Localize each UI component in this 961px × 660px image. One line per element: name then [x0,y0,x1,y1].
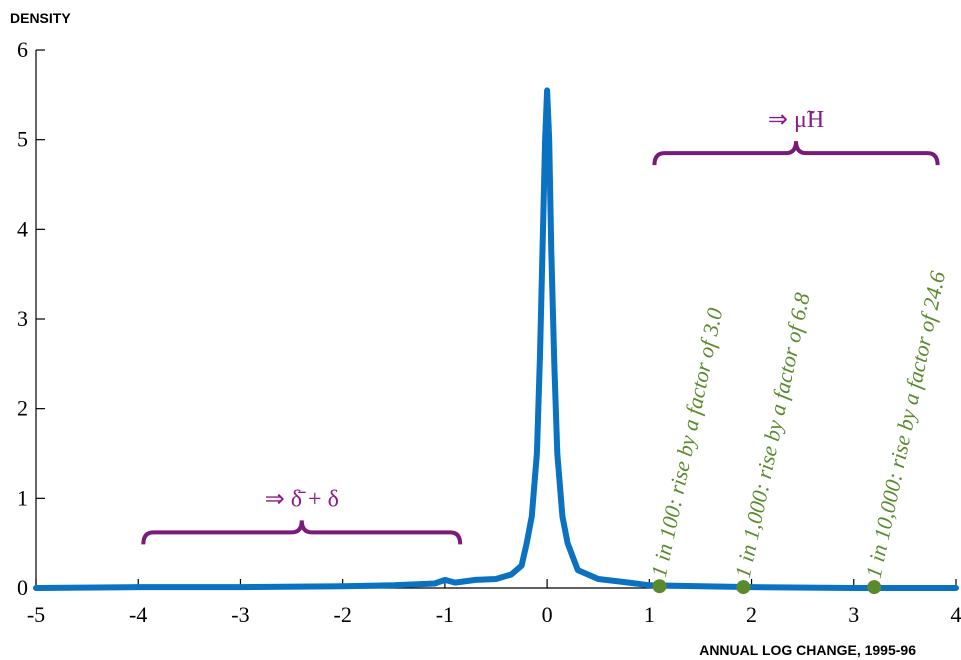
density-line [33,87,959,591]
points-layer [652,579,882,595]
threshold-point [652,579,667,594]
threshold-label: 1 in 10,000: rise by a factor of 24.6 [861,269,951,580]
x-tick-label: -2 [334,602,352,627]
threshold-label: 1 in 1,000: rise by a factor of 6.8 [730,290,815,580]
y-tick-label: 1 [17,485,28,510]
threshold-label: 1 in 100: rise by a factor of 3.0 [646,306,727,580]
brace [652,141,940,166]
y-tick-label: 3 [17,306,28,331]
x-tick-label: 1 [644,602,655,627]
x-tick-label: 0 [542,602,553,627]
y-tick-label: 6 [17,37,28,62]
series-layer [33,87,959,591]
y-tick-label: 2 [17,396,28,421]
y-tick-label: 4 [17,216,28,241]
x-tick-label: -5 [27,602,45,627]
brace-label: ⇒ μ̃H [768,107,824,133]
labels-layer: 1 in 100: rise by a factor of 3.0 1 in 1,… [646,269,950,580]
y-tick-label: 0 [17,575,28,600]
brace [141,520,463,545]
x-tick-label: 2 [746,602,757,627]
x-tick-label: 3 [848,602,859,627]
x-tick-label: -1 [436,602,454,627]
threshold-point [736,580,751,595]
y-tick-label: 5 [17,127,28,152]
x-tick-label: -3 [231,602,249,627]
y-axis-title: DENSITY [10,10,71,26]
threshold-point [867,580,882,595]
braces: ⇒ δ̄ + δ ⇒ μ̃H [141,107,940,545]
brace-label: ⇒ δ̄ + δ [265,486,339,512]
x-tick-label: 4 [951,602,961,627]
x-axis-title: ANNUAL LOG CHANGE, 1995-96 [699,642,916,658]
x-tick-label: -4 [129,602,147,627]
